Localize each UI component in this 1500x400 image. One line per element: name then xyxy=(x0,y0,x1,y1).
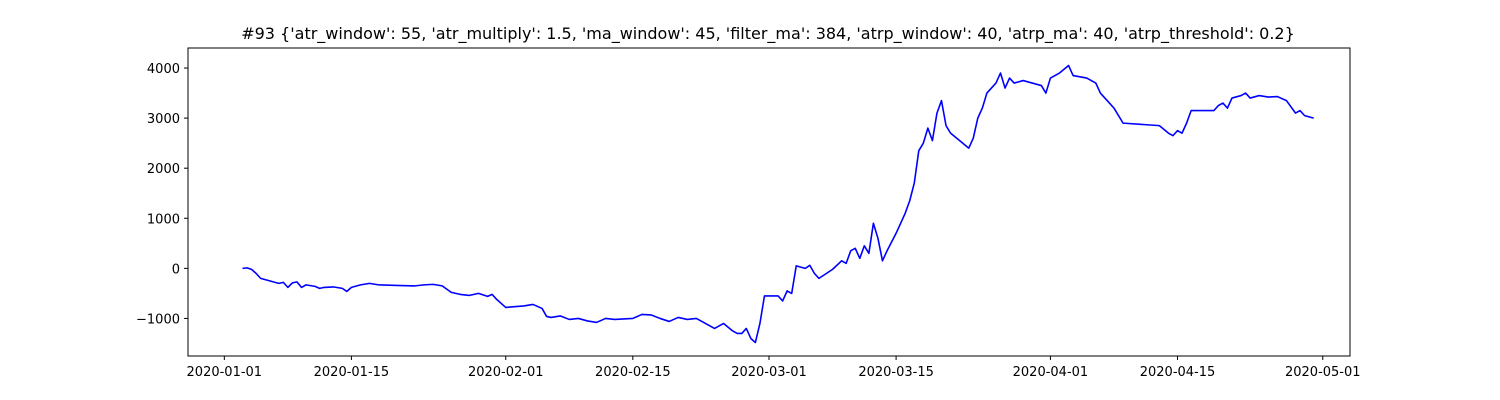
x-tick-label-2: 2020-02-01 xyxy=(468,365,544,380)
y-tick-label-0: −1000 xyxy=(136,312,180,327)
x-tick-label-1: 2020-01-15 xyxy=(314,365,390,380)
x-tick-label-6: 2020-04-01 xyxy=(1013,365,1089,380)
x-tick-label-7: 2020-04-15 xyxy=(1140,365,1216,380)
x-tick-label-8: 2020-05-01 xyxy=(1285,365,1361,380)
series-line-0 xyxy=(242,64,1314,344)
x-tick-label-0: 2020-01-01 xyxy=(187,365,263,380)
y-tick-label-1: 0 xyxy=(172,262,180,277)
y-tick-label-2: 1000 xyxy=(147,212,180,227)
axes-frame xyxy=(187,47,1351,357)
plot-area: 2020-01-01 2020-01-15 2020-02-01 2020-02-15… xyxy=(136,47,1361,380)
chart-title: #93 {'atr_window': 55, 'atr_multiply': 1… xyxy=(241,24,1295,44)
x-tick-label-4: 2020-03-01 xyxy=(731,365,807,380)
y-tick-label-4: 3000 xyxy=(147,112,180,127)
x-tick-label-3: 2020-02-15 xyxy=(595,365,671,380)
x-tick-label-5: 2020-03-15 xyxy=(858,365,934,380)
y-tick-label-3: 2000 xyxy=(147,162,180,177)
y-tick-label-5: 4000 xyxy=(147,62,180,77)
